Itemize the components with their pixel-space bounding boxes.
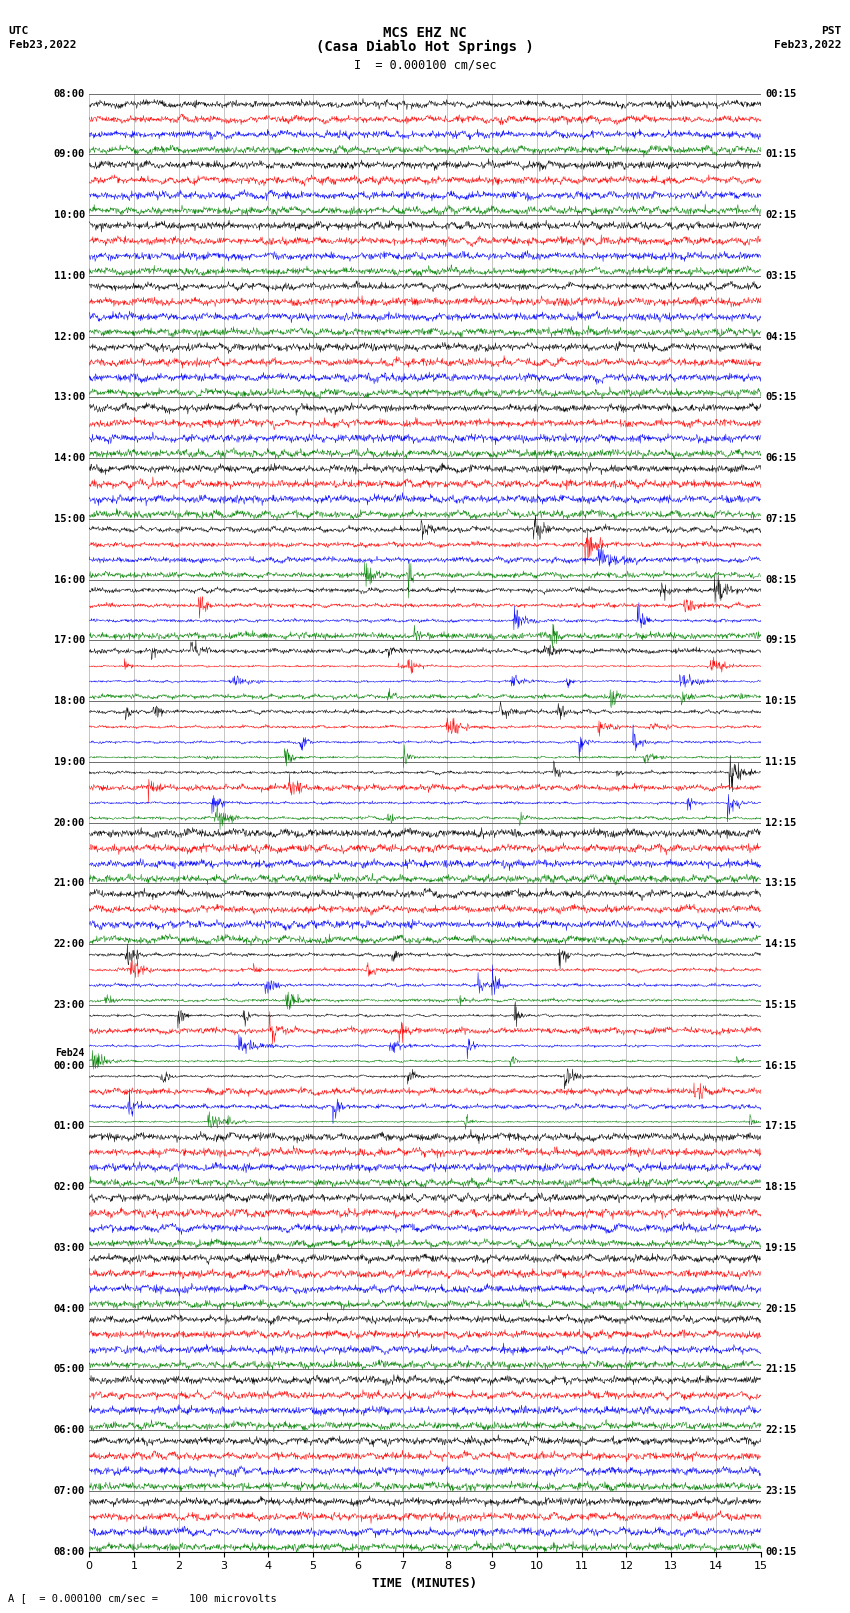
Text: 13:00: 13:00 [54, 392, 85, 402]
Text: 05:15: 05:15 [765, 392, 796, 402]
Text: 02:00: 02:00 [54, 1182, 85, 1192]
Text: 00:15: 00:15 [765, 89, 796, 98]
Text: MCS EHZ NC: MCS EHZ NC [383, 26, 467, 40]
Text: 19:00: 19:00 [54, 756, 85, 766]
Text: 12:00: 12:00 [54, 332, 85, 342]
Text: 15:00: 15:00 [54, 515, 85, 524]
Text: 14:00: 14:00 [54, 453, 85, 463]
Text: 11:15: 11:15 [765, 756, 796, 766]
Text: 18:15: 18:15 [765, 1182, 796, 1192]
Text: 08:00: 08:00 [54, 89, 85, 98]
X-axis label: TIME (MINUTES): TIME (MINUTES) [372, 1578, 478, 1590]
Text: UTC: UTC [8, 26, 29, 35]
Text: 09:00: 09:00 [54, 150, 85, 160]
Text: 15:15: 15:15 [765, 1000, 796, 1010]
Text: 17:15: 17:15 [765, 1121, 796, 1131]
Text: 05:00: 05:00 [54, 1365, 85, 1374]
Text: 07:00: 07:00 [54, 1486, 85, 1495]
Text: 01:00: 01:00 [54, 1121, 85, 1131]
Text: 20:00: 20:00 [54, 818, 85, 827]
Text: 17:00: 17:00 [54, 636, 85, 645]
Text: 09:15: 09:15 [765, 636, 796, 645]
Text: 10:15: 10:15 [765, 697, 796, 706]
Text: 04:00: 04:00 [54, 1303, 85, 1313]
Text: 14:15: 14:15 [765, 939, 796, 948]
Text: 13:15: 13:15 [765, 879, 796, 889]
Text: 10:00: 10:00 [54, 210, 85, 219]
Text: 22:00: 22:00 [54, 939, 85, 948]
Text: 21:00: 21:00 [54, 879, 85, 889]
Text: Feb23,2022: Feb23,2022 [8, 40, 76, 50]
Text: 23:15: 23:15 [765, 1486, 796, 1495]
Text: 19:15: 19:15 [765, 1244, 796, 1253]
Text: 03:15: 03:15 [765, 271, 796, 281]
Text: A [  = 0.000100 cm/sec =     100 microvolts: A [ = 0.000100 cm/sec = 100 microvolts [8, 1594, 277, 1603]
Text: PST: PST [821, 26, 842, 35]
Text: 00:15: 00:15 [765, 1547, 796, 1557]
Text: 21:15: 21:15 [765, 1365, 796, 1374]
Text: 00:00: 00:00 [54, 1061, 85, 1071]
Text: 08:15: 08:15 [765, 574, 796, 584]
Text: 23:00: 23:00 [54, 1000, 85, 1010]
Text: I  = 0.000100 cm/sec: I = 0.000100 cm/sec [354, 58, 496, 71]
Text: 22:15: 22:15 [765, 1426, 796, 1436]
Text: 18:00: 18:00 [54, 697, 85, 706]
Text: 03:00: 03:00 [54, 1244, 85, 1253]
Text: Feb24: Feb24 [55, 1047, 85, 1058]
Text: 16:00: 16:00 [54, 574, 85, 584]
Text: 12:15: 12:15 [765, 818, 796, 827]
Text: 16:15: 16:15 [765, 1061, 796, 1071]
Text: Feb23,2022: Feb23,2022 [774, 40, 842, 50]
Text: 11:00: 11:00 [54, 271, 85, 281]
Text: 20:15: 20:15 [765, 1303, 796, 1313]
Text: 06:15: 06:15 [765, 453, 796, 463]
Text: 01:15: 01:15 [765, 150, 796, 160]
Text: 04:15: 04:15 [765, 332, 796, 342]
Text: 07:15: 07:15 [765, 515, 796, 524]
Text: 02:15: 02:15 [765, 210, 796, 219]
Text: 08:00: 08:00 [54, 1547, 85, 1557]
Text: (Casa Diablo Hot Springs ): (Casa Diablo Hot Springs ) [316, 40, 534, 55]
Text: 06:00: 06:00 [54, 1426, 85, 1436]
